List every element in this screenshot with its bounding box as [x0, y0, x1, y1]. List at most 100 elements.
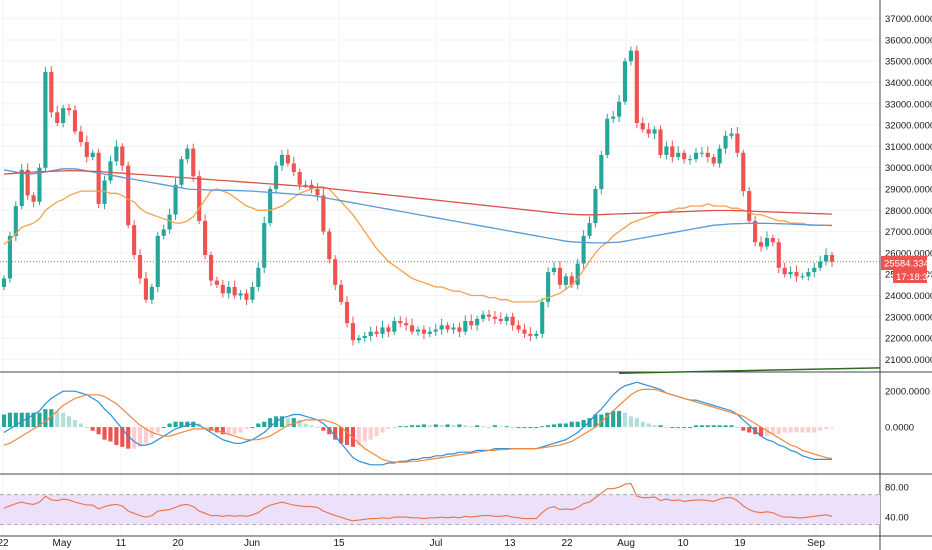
candle-body	[303, 184, 308, 186]
candle-body	[510, 316, 515, 326]
macd-histogram-bar	[687, 427, 693, 429]
time-tick-label: 22	[0, 538, 9, 549]
macd-histogram-bar	[457, 424, 462, 428]
rsi-tick-label: 40.00	[885, 513, 909, 524]
macd-histogram-bar	[427, 425, 432, 428]
macd-histogram-bar	[350, 427, 356, 447]
macd-histogram-bar	[84, 427, 89, 429]
candle-body	[516, 325, 521, 330]
candle-body	[297, 171, 302, 185]
macd-histogram-bar	[575, 421, 580, 428]
macd-histogram-bar	[43, 409, 48, 428]
macd-histogram-bar	[658, 425, 663, 428]
candle-body	[238, 293, 243, 296]
candle-body	[729, 133, 734, 136]
macd-histogram-bar	[540, 426, 545, 428]
macd-histogram-bar	[699, 425, 704, 428]
macd-histogram-bar	[676, 427, 681, 429]
macd-histogram-bar	[185, 421, 190, 428]
candle-body	[161, 229, 166, 236]
macd-histogram-bar	[723, 425, 728, 428]
macd-histogram-bar	[569, 421, 574, 428]
candle-body	[179, 159, 184, 185]
candle-body	[605, 118, 610, 155]
macd-histogram-bar	[90, 427, 95, 431]
candle-body	[557, 267, 563, 285]
macd-histogram-bar	[203, 427, 208, 429]
candle-body	[203, 220, 208, 256]
candle-body	[469, 321, 474, 326]
rsi-panel[interactable]	[0, 482, 880, 525]
candle-body	[327, 231, 332, 260]
macd-histogram-bar	[380, 427, 385, 433]
candle-body	[575, 263, 580, 285]
macd-histogram-bar	[486, 427, 492, 429]
candle-body	[687, 159, 693, 161]
macd-histogram-bar	[137, 427, 143, 447]
macd-histogram-bar	[504, 426, 509, 428]
candle-body	[475, 318, 480, 326]
candle-body	[1, 278, 7, 287]
price-tick-label: 29000.0000	[885, 185, 932, 196]
price-panel[interactable]	[0, 45, 881, 374]
macd-histogram-bar	[415, 425, 421, 428]
candle-body	[262, 223, 267, 268]
macd-histogram-bar	[173, 421, 178, 428]
candle-body	[670, 146, 675, 158]
candle-body	[770, 237, 775, 243]
macd-histogram-bar	[398, 426, 403, 428]
candle-body	[634, 50, 639, 123]
candle-body	[356, 338, 361, 341]
candle-body	[13, 206, 18, 236]
candle-body	[321, 195, 326, 232]
macd-histogram-bar	[72, 419, 78, 428]
macd-histogram-bar	[788, 427, 793, 433]
candle-body	[587, 223, 592, 236]
macd-histogram-bar	[7, 412, 12, 428]
macd-histogram-bar	[1, 414, 7, 428]
macd-histogram-bar	[238, 427, 243, 433]
time-axis[interactable]: 22 May 11 20 Jun 15 Jul 13 22 Aug 10 19 Sep	[0, 538, 825, 549]
candle-body	[404, 323, 409, 326]
macd-histogram-bar	[824, 427, 829, 429]
candle-body	[78, 131, 83, 143]
macd-histogram-bar	[66, 416, 72, 428]
trendline[interactable]	[619, 367, 881, 374]
candle-body	[173, 184, 178, 215]
macd-histogram-bar	[693, 425, 699, 428]
candle-body	[214, 280, 219, 285]
candle-body	[250, 286, 255, 300]
time-tick-label: 20	[172, 538, 184, 549]
macd-histogram-bar	[758, 427, 764, 437]
macd-panel[interactable]	[1, 381, 835, 466]
macd-histogram-bar	[433, 424, 438, 428]
macd-histogram-bar	[818, 427, 823, 431]
candle-body	[652, 129, 657, 134]
candle-body	[699, 152, 704, 154]
candle-body	[362, 335, 367, 339]
price-axis[interactable]: 21000.0000 22000.0000 23000.0000 24000.0000…	[885, 14, 932, 523]
price-tick-label: 35000.0000	[885, 57, 932, 68]
candle-body	[451, 327, 456, 330]
macd-histogram-bar	[303, 423, 308, 428]
candle-body	[108, 161, 113, 181]
candle-body	[504, 316, 509, 322]
candle-body	[197, 176, 202, 221]
candle-body	[368, 331, 373, 336]
price-tick-label: 37000.0000	[885, 14, 932, 25]
candle-body	[569, 276, 574, 285]
candle-body	[220, 284, 225, 294]
macd-histogram-bar	[622, 412, 628, 428]
candle-body	[640, 122, 645, 130]
candle-body	[25, 169, 30, 196]
macd-histogram-bar	[37, 412, 42, 428]
macd-histogram-bar	[593, 414, 598, 428]
candle-body	[445, 325, 450, 330]
macd-histogram-bar	[439, 425, 444, 428]
macd-histogram-bar	[534, 427, 539, 429]
candle-body	[421, 329, 426, 334]
macd-histogram-bar	[421, 424, 426, 428]
rsi-line	[3, 482, 833, 522]
